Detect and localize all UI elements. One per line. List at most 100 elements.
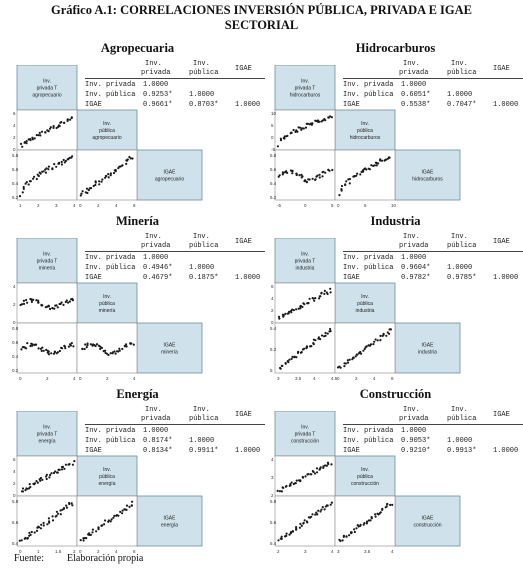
- y-tick-label: 5: [270, 368, 273, 373]
- scatter-point: [103, 523, 106, 526]
- diagonal-label: pública: [357, 128, 373, 134]
- scatter-cell: [274, 282, 336, 324]
- x-tick-label: 3: [337, 549, 340, 554]
- scatter-point: [81, 190, 84, 193]
- scatter-point: [69, 344, 72, 347]
- scatter-point: [312, 297, 315, 300]
- scatter-point: [311, 513, 314, 516]
- diagonal-label: agropecuario: [155, 177, 184, 183]
- diagonal-label: construcción: [291, 439, 319, 445]
- scatter-point: [37, 347, 40, 350]
- x-tick-label: 6: [133, 203, 136, 208]
- scatter-point: [101, 178, 104, 181]
- y-tick-label: 0: [13, 147, 16, 152]
- scatter-point: [93, 344, 96, 347]
- diagonal-label: Inv.: [361, 294, 369, 300]
- x-tick-label: 1: [19, 203, 22, 208]
- x-tick-label: 4: [331, 549, 334, 554]
- scatter-point: [124, 508, 127, 511]
- scatter-point: [90, 187, 93, 190]
- corr-value: 1.0000: [447, 91, 473, 99]
- scatter-point: [29, 533, 32, 536]
- row-label: IGAE: [343, 101, 360, 109]
- scatter-point: [23, 346, 27, 349]
- scatter-point: [88, 532, 91, 535]
- figure-title-line2: SECTORIAL: [224, 18, 299, 32]
- scatter-point: [295, 527, 298, 530]
- x-tick-label: 4.5: [331, 376, 338, 381]
- scatter-point: [321, 506, 324, 509]
- scatter-point: [353, 175, 356, 178]
- scatter-point: [291, 355, 294, 358]
- x-tick-label: 5: [364, 203, 367, 208]
- scatter-point: [109, 174, 112, 177]
- scatter-point: [317, 336, 320, 339]
- scatter-point: [51, 307, 54, 310]
- scatter-matrix: Inv.privada TagropecuarioInv.públicaagro…: [12, 65, 203, 208]
- scatter-point: [37, 301, 40, 304]
- x-tick-label: 3.5: [364, 549, 371, 554]
- scatter-point: [111, 352, 114, 355]
- scatter-point: [26, 301, 29, 304]
- scatter-point: [118, 347, 121, 350]
- x-tick-label: 2: [277, 549, 280, 554]
- col-header: pública: [447, 69, 477, 77]
- scatter-point: [277, 315, 281, 318]
- scatter-point: [323, 292, 326, 295]
- scatter-point: [121, 347, 124, 351]
- scatter-point: [131, 500, 134, 503]
- scatter-point: [58, 125, 61, 128]
- scatter-point: [109, 172, 112, 175]
- scatter-point: [290, 481, 293, 484]
- scatter-point: [65, 504, 68, 507]
- diagonal-label: IGAE: [164, 516, 177, 522]
- scatter-point: [98, 180, 101, 183]
- scatter-point: [83, 347, 86, 351]
- table-rule: [343, 424, 523, 425]
- scatter-point: [289, 483, 292, 486]
- scatter-point: [107, 353, 110, 357]
- scatter-point: [286, 134, 289, 137]
- scatter-point: [300, 351, 303, 354]
- scatter-point: [315, 467, 319, 470]
- scatter-point: [68, 501, 71, 505]
- scatter-point: [33, 531, 36, 534]
- x-tick-label: 4: [73, 203, 76, 208]
- scatter-point: [316, 119, 320, 122]
- scatter-point: [25, 181, 28, 184]
- scatter-point: [348, 358, 351, 361]
- scatter-point: [321, 175, 324, 178]
- x-tick-label: 4: [133, 376, 136, 381]
- y-tick-label: 6: [13, 111, 16, 116]
- col-header: Inv.: [145, 406, 162, 414]
- scatter-point: [22, 299, 25, 302]
- scatter-point: [24, 489, 27, 492]
- corr-value: 0.9053*: [401, 437, 431, 445]
- scatter-point: [104, 174, 107, 178]
- scatter-point: [340, 189, 343, 192]
- scatter-point: [299, 305, 302, 308]
- corr-value: 0.8703*: [189, 101, 219, 109]
- correlation-panel: Hidrocarburos Inv. privada Inv. pública IGAE I…: [268, 41, 523, 211]
- scatter-cell: [76, 322, 138, 374]
- diagonal-label: Inv.: [103, 121, 111, 127]
- scatter-point: [23, 141, 26, 144]
- x-tick-label: 0: [304, 203, 307, 208]
- scatter-point: [53, 350, 57, 353]
- scatter-point: [60, 121, 63, 124]
- table-rule: [343, 78, 523, 79]
- scatter-point: [307, 473, 310, 476]
- y-tick-label: 0: [271, 320, 274, 325]
- diagonal-label: Inv.: [43, 425, 51, 431]
- scatter-point: [295, 356, 298, 359]
- scatter-point: [316, 513, 319, 516]
- scatter-point: [303, 303, 306, 306]
- scatter-point: [112, 516, 115, 519]
- scatter-point: [310, 473, 313, 476]
- corr-value: 0.8134*: [143, 447, 173, 455]
- scatter-point: [85, 537, 88, 540]
- scatter-point: [35, 343, 38, 346]
- x-tick-label: 0: [79, 549, 82, 554]
- scatter-point: [286, 171, 289, 174]
- diagonal-cell: [274, 65, 336, 111]
